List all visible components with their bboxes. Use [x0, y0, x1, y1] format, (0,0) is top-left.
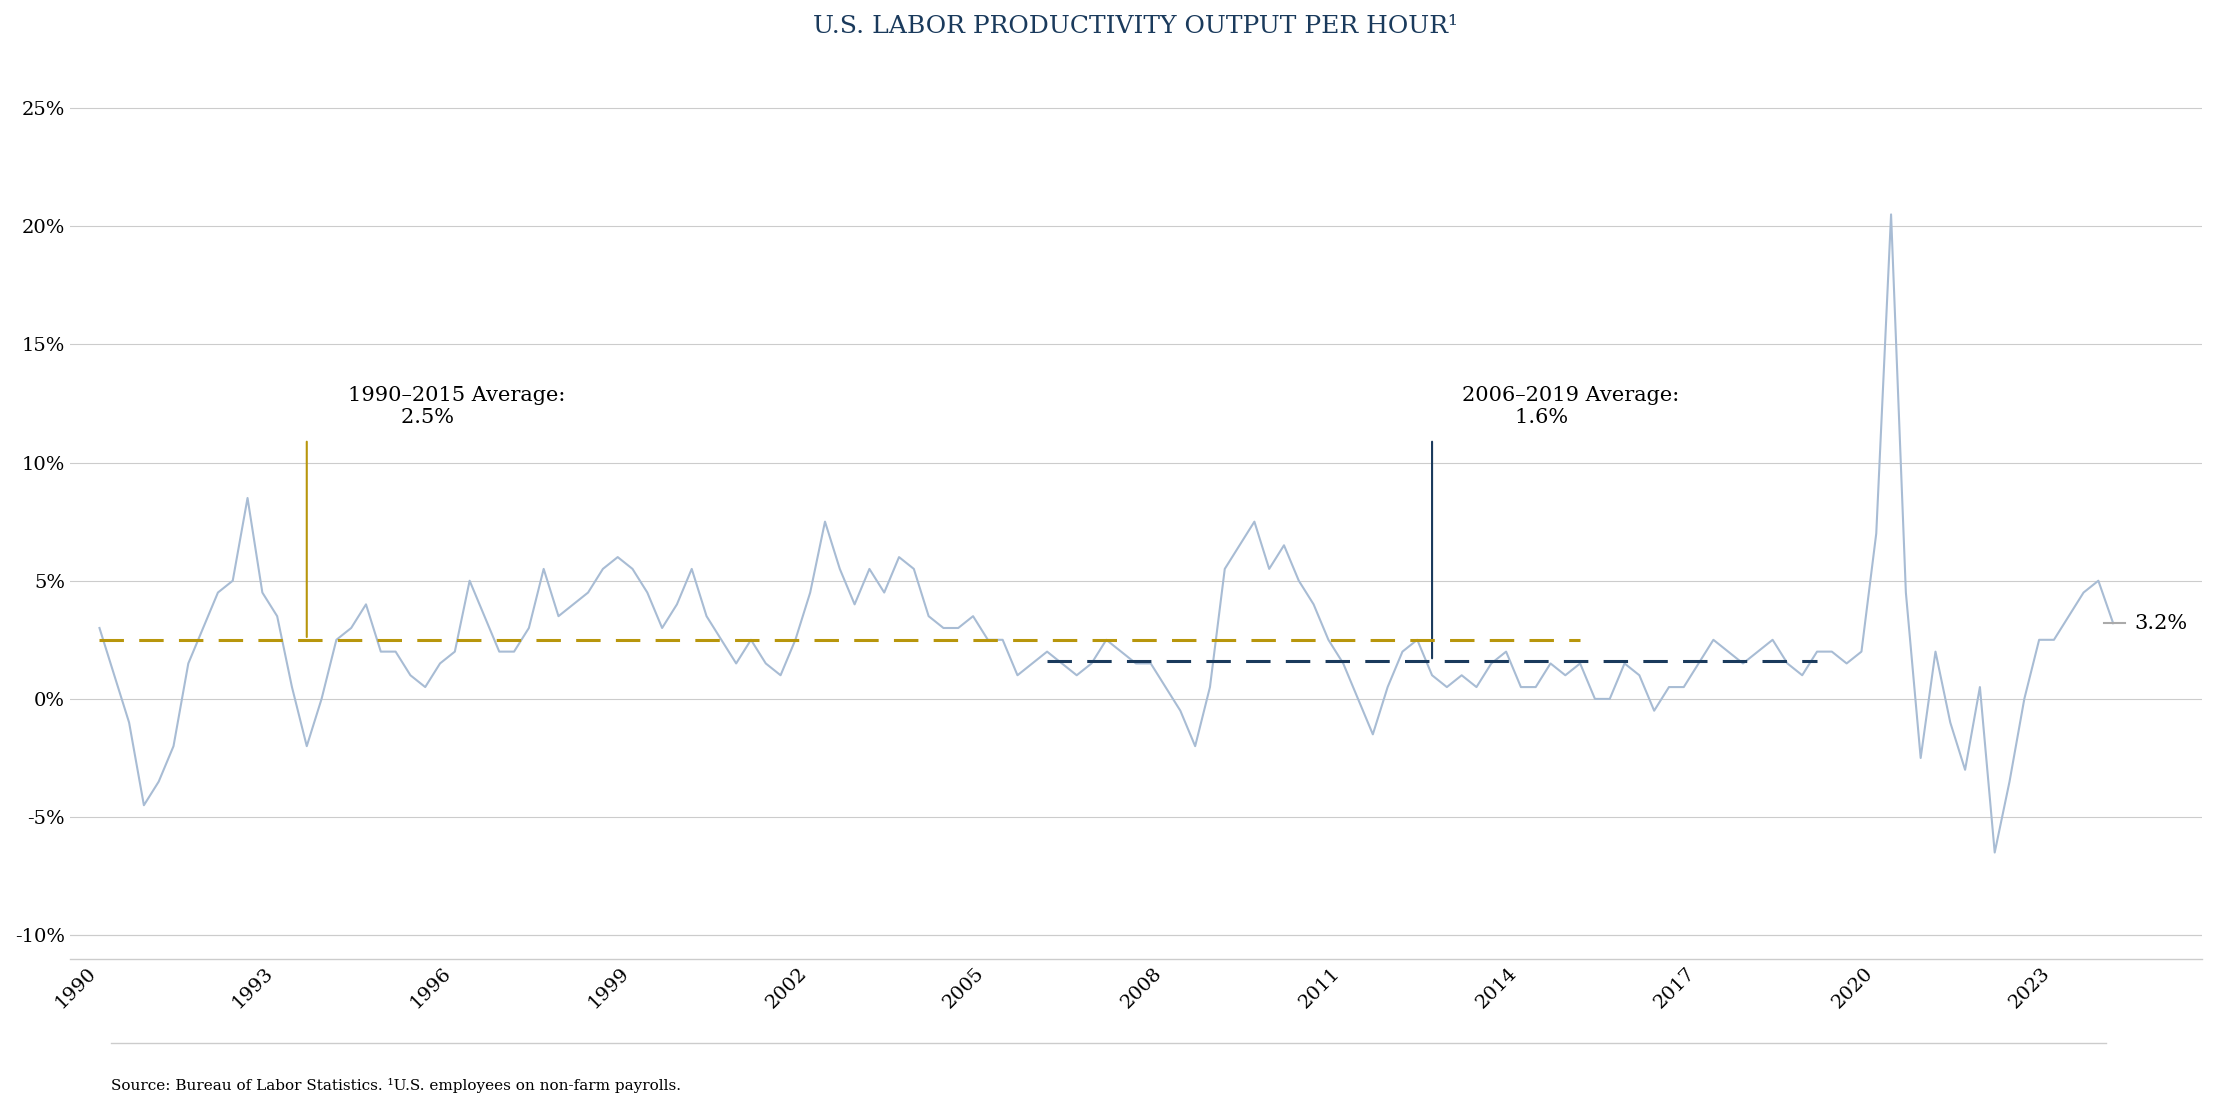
Text: 3.2%: 3.2% — [2135, 614, 2186, 633]
Text: 2006–2019 Average:
        1.6%: 2006–2019 Average: 1.6% — [1461, 386, 1678, 427]
Title: U.S. LABOR PRODUCTIVITY OUTPUT PER HOUR¹: U.S. LABOR PRODUCTIVITY OUTPUT PER HOUR¹ — [814, 15, 1459, 38]
Text: 1990–2015 Average:
        2.5%: 1990–2015 Average: 2.5% — [348, 386, 565, 427]
Text: Source: Bureau of Labor Statistics. ¹U.S. employees on non-farm payrolls.: Source: Bureau of Labor Statistics. ¹U.S… — [111, 1078, 681, 1093]
